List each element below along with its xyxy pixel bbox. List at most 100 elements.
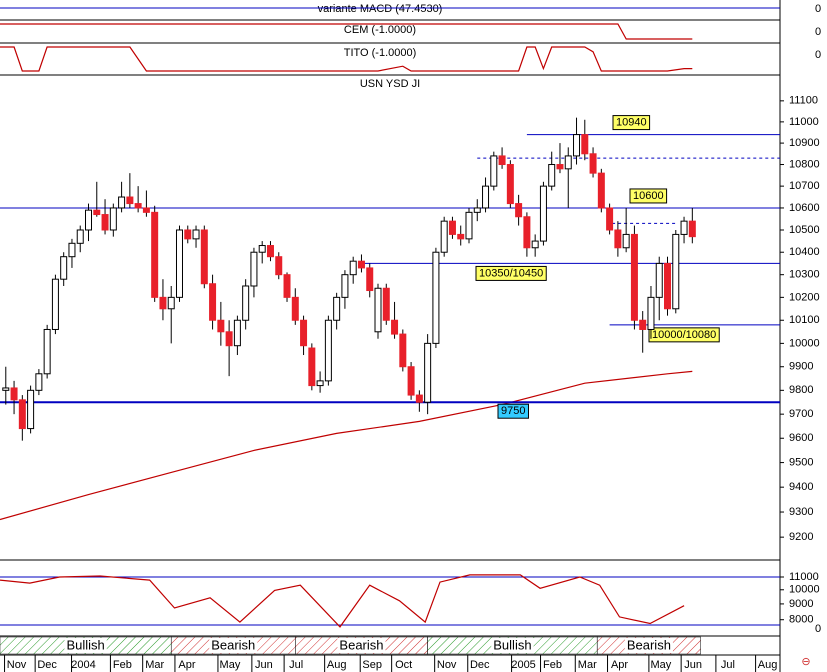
- candle-body: [27, 389, 35, 430]
- x-tick-label: Mar: [145, 659, 164, 671]
- signal-band-label-bg: [64, 638, 107, 653]
- candle-body: [391, 319, 399, 335]
- candle-body: [151, 211, 159, 298]
- candle-body: [76, 229, 84, 244]
- candle-body: [258, 245, 266, 253]
- candle-body: [647, 296, 655, 330]
- candle-body: [680, 220, 688, 235]
- candle-body: [283, 274, 291, 298]
- stochastic-line: [0, 574, 685, 628]
- level-label-box: [475, 265, 547, 281]
- level-label: 10600: [633, 190, 664, 202]
- signal-band-label: Bearish: [211, 637, 255, 652]
- candle-body: [688, 220, 696, 238]
- x-tick-label: Jul: [721, 659, 735, 671]
- candle-body: [424, 342, 432, 403]
- y-tick-label: 11000: [789, 571, 819, 583]
- candle-body: [515, 203, 523, 218]
- x-tick-label: Mar: [578, 659, 597, 671]
- x-tick-label: Oct: [395, 659, 412, 671]
- panel-label: variante MACD (47.4530): [318, 3, 443, 15]
- candle-body: [18, 399, 26, 430]
- candle-body: [250, 251, 258, 287]
- signal-band-label-bg: [337, 638, 386, 653]
- candle-body: [589, 153, 597, 174]
- indicator-line: [0, 23, 693, 40]
- candle-body: [291, 296, 299, 321]
- signal-band-label: Bullish: [493, 637, 531, 652]
- candle-body: [142, 207, 150, 213]
- candle-body: [490, 155, 498, 187]
- candle-body: [548, 164, 556, 187]
- lower-zero-label: 0: [815, 623, 821, 635]
- candle-body: [159, 296, 167, 310]
- y-tick-label: 11000: [789, 116, 819, 128]
- candle-body: [581, 134, 589, 155]
- x-tick-label: Jun: [684, 659, 702, 671]
- x-tick-label: Feb: [113, 659, 132, 671]
- chart-title: USN YSD JI: [360, 78, 420, 90]
- candle-body: [35, 373, 43, 391]
- x-tick-label: Jul: [289, 659, 303, 671]
- y-tick-label: 10500: [789, 224, 820, 236]
- candle-body: [556, 164, 564, 170]
- candle-body: [51, 278, 59, 330]
- candle-body: [109, 207, 117, 231]
- candle-body: [225, 331, 233, 347]
- candle-body: [118, 196, 126, 209]
- signal-band-label-bg: [491, 638, 534, 653]
- x-tick-label: Dec: [37, 659, 57, 671]
- y-tick-label: 11100: [789, 95, 818, 107]
- panel-label: TITO (-1.0000): [344, 47, 417, 59]
- candle-body: [573, 134, 581, 157]
- candle-body: [374, 287, 382, 333]
- candle-body: [349, 260, 357, 276]
- candle-body: [308, 347, 316, 387]
- candle-body: [316, 380, 324, 387]
- candle-body: [457, 233, 465, 240]
- candle-body: [68, 242, 76, 258]
- candle-body: [134, 203, 142, 209]
- candle-body: [324, 319, 332, 382]
- x-tick-label: Apr: [178, 659, 195, 671]
- candle-body: [482, 185, 490, 209]
- panel-zero-label: 0: [815, 49, 821, 61]
- y-tick-label: 9400: [789, 481, 813, 493]
- candle-body: [209, 283, 217, 321]
- panel-zero-label: 0: [815, 3, 821, 15]
- candle-body: [498, 155, 506, 166]
- signal-band-label-bg: [209, 638, 258, 653]
- x-tick-label: 2004: [71, 659, 95, 671]
- candle-body: [192, 229, 200, 240]
- x-tick-label: Sep: [362, 659, 382, 671]
- candle-body: [175, 229, 183, 298]
- candle-body: [101, 214, 109, 231]
- level-label-box: [497, 403, 529, 419]
- candle-body: [266, 245, 274, 258]
- y-tick-label: 10600: [789, 202, 820, 214]
- candle-body: [200, 229, 208, 285]
- candle-body: [597, 172, 605, 209]
- level-label-box: [648, 327, 720, 343]
- candle-body: [531, 240, 539, 249]
- y-tick-label: 9200: [789, 531, 813, 543]
- candle-body: [275, 256, 283, 276]
- candle-body: [672, 233, 680, 310]
- candle-body: [539, 185, 547, 242]
- y-tick-label: 10700: [789, 180, 820, 192]
- x-tick-label: Apr: [611, 659, 628, 671]
- candle-body: [85, 209, 93, 231]
- indicator-line: [0, 46, 693, 72]
- y-tick-label: 8000: [789, 614, 813, 626]
- level-label-box: [629, 188, 668, 204]
- level-label-box: [612, 115, 651, 131]
- x-tick-label: Feb: [543, 659, 562, 671]
- candle-body: [606, 207, 614, 231]
- x-tick-label: Nov: [7, 659, 27, 671]
- candle-body: [333, 296, 341, 321]
- candle-body: [357, 260, 365, 269]
- zoom-icon[interactable]: ⊖: [801, 656, 810, 668]
- y-tick-label: 9800: [789, 384, 813, 396]
- candle-body: [564, 155, 572, 170]
